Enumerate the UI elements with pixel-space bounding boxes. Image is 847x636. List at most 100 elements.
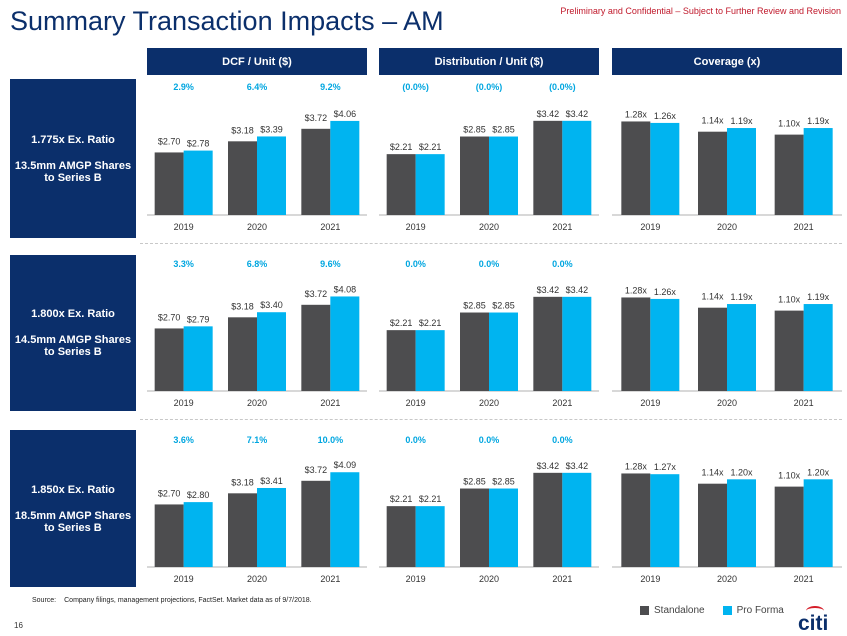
bar-standalone bbox=[228, 141, 257, 215]
bar-pro-forma bbox=[803, 479, 833, 567]
data-label-pro-forma: $3.42 bbox=[566, 461, 589, 471]
citi-logo: citi bbox=[798, 612, 829, 635]
change-label: 0.0% bbox=[552, 259, 573, 269]
change-label: (0.0%) bbox=[549, 82, 576, 92]
x-tick-label: 2021 bbox=[794, 222, 814, 232]
source-note: Source: Company filings, management proje… bbox=[32, 597, 312, 604]
bar-standalone bbox=[386, 330, 416, 391]
data-label-pro-forma: 1.26x bbox=[654, 111, 677, 121]
bar-standalone bbox=[533, 120, 563, 215]
change-label: 3.6% bbox=[173, 435, 194, 445]
data-label-standalone: 1.14x bbox=[701, 292, 724, 302]
bar-pro-forma bbox=[330, 296, 360, 391]
row-separator bbox=[140, 243, 842, 244]
data-label-standalone: 1.28x bbox=[625, 109, 648, 119]
data-label-standalone: $2.21 bbox=[390, 318, 413, 328]
bar-standalone bbox=[228, 317, 257, 391]
bar-standalone bbox=[698, 307, 727, 391]
change-label: 9.6% bbox=[320, 259, 341, 269]
bar-pro-forma bbox=[489, 136, 518, 215]
data-label-pro-forma: 1.19x bbox=[730, 292, 753, 302]
data-label-pro-forma: $2.85 bbox=[492, 125, 515, 135]
bar-pro-forma bbox=[650, 474, 680, 567]
data-label-pro-forma: 1.19x bbox=[807, 292, 830, 302]
bar-standalone bbox=[698, 131, 727, 215]
bar-pro-forma bbox=[257, 136, 286, 215]
confidential-notice: Preliminary and Confidential – Subject t… bbox=[560, 6, 841, 16]
change-label: 7.1% bbox=[247, 435, 268, 445]
data-label-pro-forma: 1.19x bbox=[807, 116, 830, 126]
x-tick-label: 2021 bbox=[320, 574, 340, 584]
x-tick-label: 2020 bbox=[247, 574, 267, 584]
data-label-standalone: $3.72 bbox=[305, 289, 328, 299]
data-label-standalone: $3.42 bbox=[537, 109, 560, 119]
page-number: 16 bbox=[14, 621, 23, 630]
source-label: Source: bbox=[32, 597, 57, 604]
x-tick-label: 2021 bbox=[552, 222, 572, 232]
bar-standalone bbox=[301, 128, 331, 215]
bar-pro-forma bbox=[183, 150, 213, 215]
page-title: Summary Transaction Impacts – AM bbox=[10, 6, 444, 36]
x-tick-label: 2020 bbox=[479, 574, 499, 584]
data-label-pro-forma: $2.80 bbox=[187, 490, 210, 500]
data-label-standalone: 1.28x bbox=[625, 461, 648, 471]
x-tick-label: 2021 bbox=[320, 222, 340, 232]
column-header-coverage: Coverage (x) bbox=[612, 48, 842, 75]
data-label-standalone: $3.42 bbox=[537, 461, 560, 471]
bar-pro-forma bbox=[803, 304, 833, 391]
x-tick-label: 2019 bbox=[406, 222, 426, 232]
data-label-standalone: $2.70 bbox=[158, 312, 181, 322]
bar-pro-forma bbox=[562, 472, 592, 567]
data-label-pro-forma: $2.21 bbox=[419, 318, 442, 328]
x-tick-label: 2019 bbox=[174, 398, 194, 408]
x-tick-label: 2020 bbox=[479, 398, 499, 408]
bar-pro-forma bbox=[650, 298, 680, 391]
column-header-dcf: DCF / Unit ($) bbox=[147, 48, 367, 75]
data-label-pro-forma: $4.08 bbox=[334, 284, 357, 294]
data-label-standalone: 1.14x bbox=[701, 468, 724, 478]
data-label-pro-forma: 1.27x bbox=[654, 462, 677, 472]
bar-pro-forma bbox=[257, 312, 286, 391]
change-label: 0.0% bbox=[479, 435, 500, 445]
data-label-standalone: 1.10x bbox=[778, 295, 801, 305]
citi-logo-arc bbox=[806, 606, 824, 616]
data-label-standalone: $3.18 bbox=[231, 477, 254, 487]
data-label-pro-forma: $4.06 bbox=[334, 109, 357, 119]
data-label-standalone: $2.85 bbox=[463, 125, 486, 135]
change-label: 6.4% bbox=[247, 82, 268, 92]
data-label-standalone: $2.21 bbox=[390, 494, 413, 504]
bar-pro-forma bbox=[257, 487, 286, 567]
x-tick-label: 2020 bbox=[479, 222, 499, 232]
x-tick-label: 2020 bbox=[717, 574, 737, 584]
x-tick-label: 2021 bbox=[794, 398, 814, 408]
bar-standalone bbox=[301, 304, 331, 391]
data-label-standalone: 1.10x bbox=[778, 471, 801, 481]
data-label-standalone: 1.28x bbox=[625, 285, 648, 295]
change-label: 10.0% bbox=[318, 435, 344, 445]
data-label-pro-forma: $3.42 bbox=[566, 285, 589, 295]
data-label-standalone: $3.72 bbox=[305, 113, 328, 123]
data-label-standalone: $3.72 bbox=[305, 465, 328, 475]
bar-standalone bbox=[774, 486, 804, 567]
data-label-standalone: 1.10x bbox=[778, 119, 801, 129]
bar-pro-forma bbox=[727, 128, 756, 215]
bar-pro-forma bbox=[415, 154, 445, 215]
x-tick-label: 2021 bbox=[552, 574, 572, 584]
data-label-pro-forma: $2.85 bbox=[492, 301, 515, 311]
x-tick-label: 2019 bbox=[640, 222, 660, 232]
data-label-pro-forma: $3.42 bbox=[566, 109, 589, 119]
data-label-standalone: $2.85 bbox=[463, 301, 486, 311]
x-tick-label: 2020 bbox=[247, 398, 267, 408]
x-tick-label: 2019 bbox=[406, 398, 426, 408]
change-label: 2.9% bbox=[173, 82, 194, 92]
bar-standalone bbox=[533, 472, 563, 567]
bar-standalone bbox=[621, 121, 651, 215]
data-label-pro-forma: 1.26x bbox=[654, 287, 677, 297]
data-label-pro-forma: $2.21 bbox=[419, 494, 442, 504]
x-tick-label: 2019 bbox=[406, 574, 426, 584]
bar-pro-forma bbox=[489, 312, 518, 391]
bar-standalone bbox=[698, 483, 727, 567]
row-label-1850: 1.850x Ex. Ratio 18.5mm AMGP Shares to S… bbox=[10, 430, 136, 587]
bar-pro-forma bbox=[489, 488, 518, 567]
